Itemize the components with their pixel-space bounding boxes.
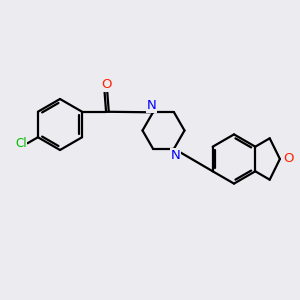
Text: O: O (283, 152, 294, 166)
Text: N: N (147, 99, 156, 112)
Text: Cl: Cl (15, 137, 27, 150)
Text: O: O (101, 78, 111, 91)
Text: N: N (171, 149, 180, 162)
